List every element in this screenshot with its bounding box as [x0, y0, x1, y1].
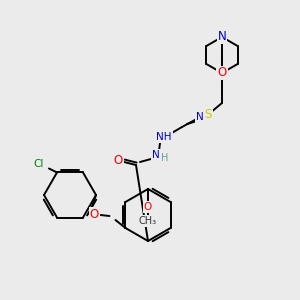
- Text: O: O: [144, 202, 152, 212]
- Text: NH: NH: [156, 132, 172, 142]
- Text: H: H: [161, 153, 169, 163]
- Text: O: O: [113, 154, 123, 167]
- Text: N: N: [152, 150, 160, 160]
- Text: N: N: [218, 31, 226, 44]
- Text: Cl: Cl: [34, 160, 44, 170]
- Text: O: O: [218, 67, 226, 80]
- Text: S: S: [204, 109, 212, 122]
- Text: CH₃: CH₃: [139, 216, 157, 226]
- Text: NH: NH: [196, 112, 212, 122]
- Text: O: O: [90, 208, 99, 220]
